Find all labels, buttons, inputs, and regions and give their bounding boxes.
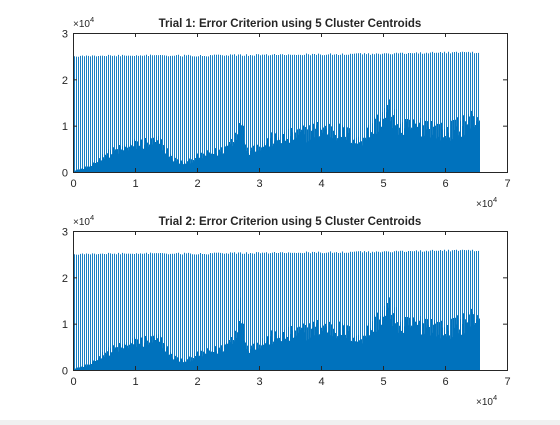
subplot-1-x-tick-label: 0 — [70, 178, 76, 190]
subplot-2-x-tick-label: 5 — [380, 376, 386, 388]
subplot-1-x-tick-label: 1 — [132, 178, 138, 190]
subplot-2: Trial 2: Error Criterion using 5 Cluster… — [62, 213, 511, 408]
subplot-1-x-tick-label: 6 — [442, 178, 448, 190]
subplot-1-y-tick-label: 0 — [62, 168, 68, 180]
subplot-1-x-tick-label: 3 — [256, 178, 262, 190]
subplot-2-x-tick-label: 6 — [442, 376, 448, 388]
subplot-2-y-exponent: ×104 — [73, 213, 94, 228]
subplot-1-y-tick-label: 2 — [62, 75, 68, 87]
subplot-1: Trial 1: Error Criterion using 5 Cluster… — [62, 15, 511, 210]
subplot-1-y-tick-label: 1 — [62, 121, 68, 133]
subplot-2-y-tick-label: 1 — [62, 319, 68, 331]
subplot-2-x-tick-label: 4 — [318, 376, 324, 388]
subplot-2-x-tick-label: 1 — [132, 376, 138, 388]
subplot-1-x-tick-label: 4 — [318, 178, 324, 190]
subplot-2-x-tick-label: 0 — [70, 376, 76, 388]
subplot-1-title: Trial 1: Error Criterion using 5 Cluster… — [159, 18, 422, 30]
subplot-1-x-tick-label: 2 — [194, 178, 200, 190]
subplot-2-title: Trial 2: Error Criterion using 5 Cluster… — [159, 216, 422, 228]
subplot-2-x-tick-label: 3 — [256, 376, 262, 388]
subplot-1-x-tick-label: 5 — [380, 178, 386, 190]
subplot-2-y-tick-label: 2 — [62, 273, 68, 285]
subplot-1-y-exponent: ×104 — [73, 15, 94, 30]
subplot-2-y-tick-label: 3 — [62, 227, 68, 239]
subplot-1-y-tick-label: 3 — [62, 29, 68, 41]
subplot-2-x-tick-label: 2 — [194, 376, 200, 388]
subplot-2-y-tick-label: 0 — [62, 366, 68, 378]
subplot-1-x-exponent: ×104 — [476, 195, 497, 210]
subplot-2-x-tick-label: 7 — [504, 376, 510, 388]
subplot-1-x-tick-label: 7 — [504, 178, 510, 190]
subplot-2-x-exponent: ×104 — [476, 393, 497, 408]
